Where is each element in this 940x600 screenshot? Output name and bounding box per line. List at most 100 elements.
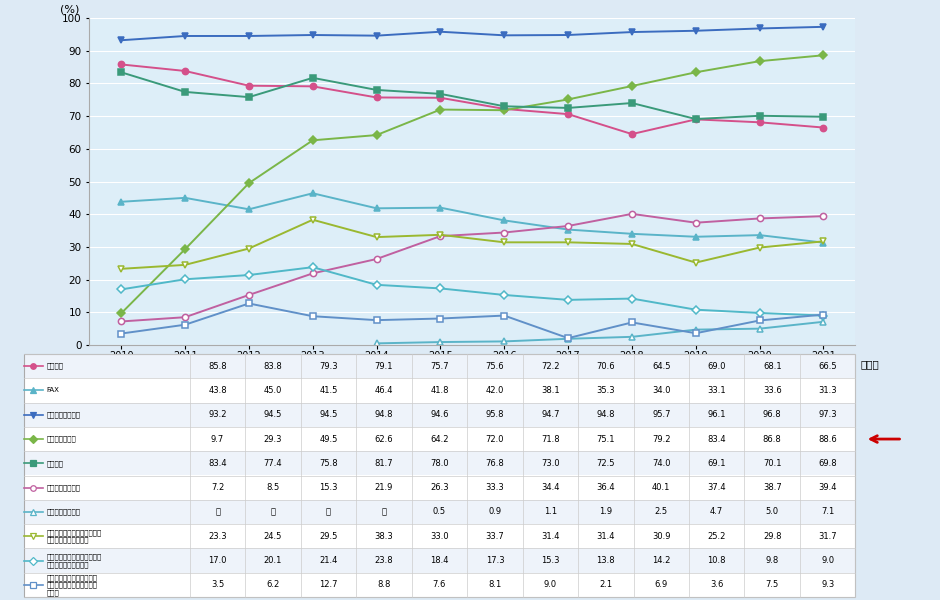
Text: 75.8: 75.8 <box>320 459 337 468</box>
Text: 0.9: 0.9 <box>489 508 501 517</box>
Text: 1.9: 1.9 <box>600 508 612 517</box>
Text: 83.4: 83.4 <box>209 459 227 468</box>
Text: 17.0: 17.0 <box>209 556 227 565</box>
Text: 33.7: 33.7 <box>486 532 504 541</box>
Text: 94.8: 94.8 <box>375 410 393 419</box>
Text: 96.1: 96.1 <box>708 410 726 419</box>
Text: ウェアラブル端末: ウェアラブル端末 <box>47 509 81 515</box>
Text: 72.5: 72.5 <box>597 459 615 468</box>
Text: 79.1: 79.1 <box>375 362 393 371</box>
Text: その他インターネットに接
続できる家電（スマート家
電）等: その他インターネットに接 続できる家電（スマート家 電）等 <box>47 574 98 596</box>
Text: 21.9: 21.9 <box>375 483 393 492</box>
Bar <box>24 403 855 427</box>
Bar <box>24 524 855 548</box>
Text: 4.7: 4.7 <box>710 508 724 517</box>
Text: （年）: （年） <box>861 359 880 369</box>
Text: 79.2: 79.2 <box>652 434 670 443</box>
Text: 14.2: 14.2 <box>652 556 670 565</box>
Text: (n=22,271): (n=22,271) <box>101 373 142 379</box>
Text: 3.6: 3.6 <box>710 580 724 589</box>
Text: 38.1: 38.1 <box>541 386 559 395</box>
Text: (n=17,040): (n=17,040) <box>483 373 525 379</box>
Text: 83.4: 83.4 <box>708 434 726 443</box>
Text: 6.2: 6.2 <box>266 580 280 589</box>
Text: スマートフォン: スマートフォン <box>47 436 76 442</box>
Text: 18.4: 18.4 <box>431 556 448 565</box>
Text: 31.4: 31.4 <box>541 532 559 541</box>
Text: 86.8: 86.8 <box>763 434 781 443</box>
Text: 75.1: 75.1 <box>597 434 615 443</box>
Text: 69.1: 69.1 <box>708 459 726 468</box>
Text: 85.8: 85.8 <box>209 362 227 371</box>
Text: 73.0: 73.0 <box>541 459 559 468</box>
Text: 34.4: 34.4 <box>541 483 559 492</box>
Text: 97.3: 97.3 <box>819 410 837 419</box>
Text: 25.2: 25.2 <box>708 532 726 541</box>
Text: 15.3: 15.3 <box>541 556 559 565</box>
Text: 26.3: 26.3 <box>431 483 448 492</box>
Text: 94.7: 94.7 <box>541 410 559 419</box>
Text: 33.1: 33.1 <box>708 386 726 395</box>
Text: 79.3: 79.3 <box>320 362 337 371</box>
Text: 72.0: 72.0 <box>486 434 504 443</box>
Text: 7.1: 7.1 <box>821 508 835 517</box>
Text: インターネットに接続できる
携帯型音楽プレイヤー: インターネットに接続できる 携帯型音楽プレイヤー <box>47 553 102 568</box>
Text: 9.0: 9.0 <box>544 580 556 589</box>
Text: 23.3: 23.3 <box>209 532 227 541</box>
Text: 49.5: 49.5 <box>320 434 337 443</box>
Text: 29.8: 29.8 <box>763 532 781 541</box>
Text: 1.1: 1.1 <box>544 508 556 517</box>
Bar <box>24 378 855 403</box>
Text: (n=20,418): (n=20,418) <box>228 373 270 379</box>
Text: 21.4: 21.4 <box>320 556 337 565</box>
Text: 8.5: 8.5 <box>266 483 280 492</box>
Text: 96.8: 96.8 <box>763 410 781 419</box>
Text: 93.2: 93.2 <box>209 410 227 419</box>
Text: 81.7: 81.7 <box>375 459 393 468</box>
Text: 9.3: 9.3 <box>821 580 835 589</box>
Text: 46.4: 46.4 <box>375 386 393 395</box>
Bar <box>24 500 855 524</box>
Text: 0.5: 0.5 <box>433 508 446 517</box>
Bar <box>24 475 855 500</box>
Text: 95.7: 95.7 <box>652 410 670 419</box>
Text: 41.8: 41.8 <box>431 386 448 395</box>
Text: 39.4: 39.4 <box>819 483 837 492</box>
Text: 70.1: 70.1 <box>763 459 781 468</box>
Text: (n=16,117): (n=16,117) <box>547 373 589 379</box>
Text: 95.8: 95.8 <box>486 410 504 419</box>
Text: 7.5: 7.5 <box>765 580 779 589</box>
Text: 20.1: 20.1 <box>264 556 282 565</box>
Text: 31.4: 31.4 <box>597 532 615 541</box>
Text: 33.3: 33.3 <box>486 483 504 492</box>
Text: 94.5: 94.5 <box>320 410 337 419</box>
Text: 30.9: 30.9 <box>652 532 670 541</box>
Text: 94.6: 94.6 <box>431 410 448 419</box>
Text: (n=14,765): (n=14,765) <box>419 373 462 379</box>
Text: 固定電話: 固定電話 <box>47 363 64 370</box>
Text: 33.6: 33.6 <box>763 386 781 395</box>
Text: 29.3: 29.3 <box>264 434 282 443</box>
Bar <box>24 548 855 572</box>
Text: 29.5: 29.5 <box>320 532 337 541</box>
Text: 38.7: 38.7 <box>763 483 781 492</box>
Text: (n=17,365): (n=17,365) <box>803 373 844 379</box>
Text: 24.5: 24.5 <box>264 532 282 541</box>
Text: 8.8: 8.8 <box>377 580 391 589</box>
Bar <box>24 451 855 475</box>
Text: 8.1: 8.1 <box>488 580 502 589</box>
Text: 35.3: 35.3 <box>597 386 615 395</box>
Text: －: － <box>382 508 386 517</box>
Text: 31.7: 31.7 <box>819 532 837 541</box>
Text: 17.3: 17.3 <box>486 556 504 565</box>
Text: (n=16,255): (n=16,255) <box>611 373 652 379</box>
Bar <box>24 427 855 451</box>
Text: 83.8: 83.8 <box>264 362 282 371</box>
Text: 94.8: 94.8 <box>597 410 615 419</box>
Text: モバイル端末全体: モバイル端末全体 <box>47 412 81 418</box>
Text: インターネットに接続できる
家庭用テレビゲーム機: インターネットに接続できる 家庭用テレビゲーム機 <box>47 529 102 544</box>
Text: 34.0: 34.0 <box>652 386 670 395</box>
Text: 94.5: 94.5 <box>264 410 282 419</box>
Bar <box>24 572 855 597</box>
Text: 9.0: 9.0 <box>822 556 834 565</box>
